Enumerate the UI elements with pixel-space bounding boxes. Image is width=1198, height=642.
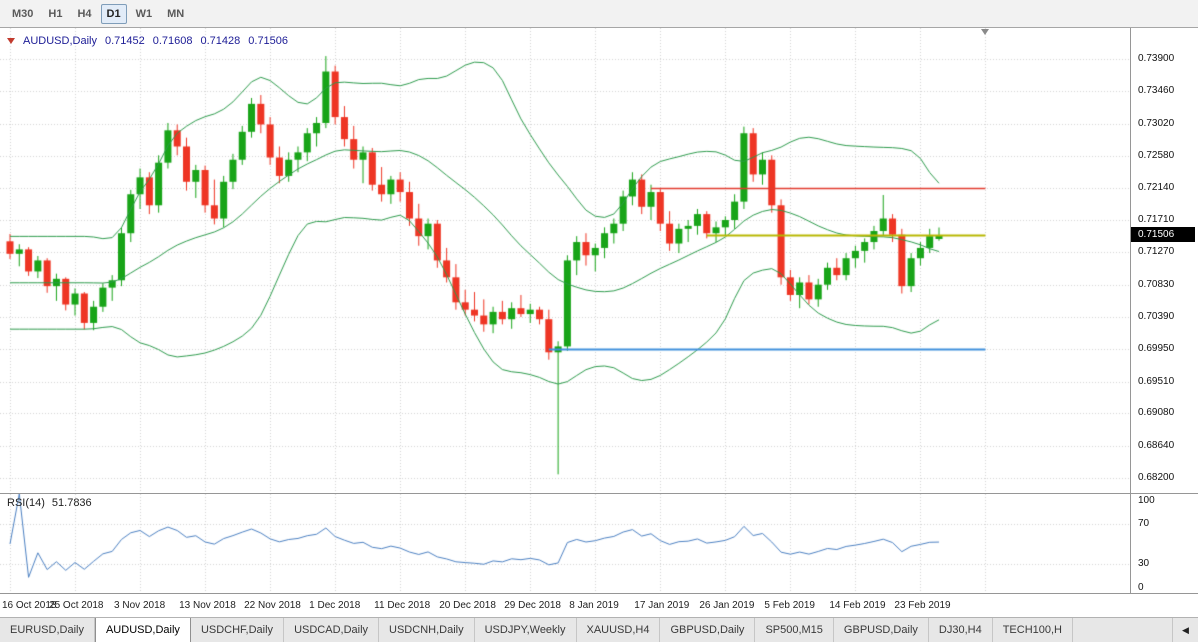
date-axis-label: 26 Jan 2019 — [699, 600, 755, 611]
rsi-chart-canvas[interactable] — [0, 494, 1130, 594]
current-price-tag: 0.71506 — [1131, 226, 1195, 242]
chart-tab-gbpusd-daily[interactable]: GBPUSD,Daily — [660, 618, 756, 642]
price-axis-label: 0.69510 — [1138, 375, 1175, 387]
date-axis-label: 3 Nov 2018 — [114, 600, 166, 611]
chart-tab-gbpusd-daily[interactable]: GBPUSD,Daily — [834, 618, 929, 642]
timeframe-button-w1[interactable]: W1 — [135, 7, 153, 20]
chart-title: AUDUSD,Daily 0.71452 0.71608 0.71428 0.7… — [7, 35, 288, 47]
price-axis-label: 0.69080 — [1138, 407, 1175, 419]
rsi-name: RSI(14) — [7, 497, 45, 509]
date-axis-label: 13 Nov 2018 — [179, 600, 236, 611]
chart-low-value: 0.71428 — [200, 35, 241, 47]
chart-tab-audusd-daily[interactable]: AUDUSD,Daily — [94, 618, 191, 642]
chart-tab-usdchf-daily[interactable]: USDCHF,Daily — [191, 618, 285, 642]
date-axis-label: 8 Jan 2019 — [569, 600, 619, 611]
chart-tab-tech100-h[interactable]: TECH100,H — [993, 618, 1073, 642]
timeframe-button-d1[interactable]: D1 — [100, 3, 127, 24]
rsi-panel: RSI(14) 51.7836 — [0, 493, 1130, 594]
rsi-value: 51.7836 — [51, 497, 92, 509]
price-axis-label: 0.70390 — [1138, 311, 1175, 323]
price-axis-label: 0.72140 — [1138, 182, 1175, 194]
tab-scroll-left-button[interactable]: ◀ — [1172, 618, 1198, 642]
rsi-axis-label: 100 — [1138, 495, 1155, 506]
date-axis-label: 5 Feb 2019 — [764, 600, 815, 611]
timeframe-button-h1[interactable]: H1 — [48, 7, 63, 20]
price-axis-label: 0.72580 — [1138, 150, 1175, 162]
chart-close-value: 0.71506 — [248, 35, 289, 47]
chart-tab-usdjpy-weekly[interactable]: USDJPY,Weekly — [475, 618, 577, 642]
price-axis-label: 0.70830 — [1138, 278, 1175, 290]
price-chart-canvas[interactable] — [0, 28, 1130, 493]
date-axis-label: 1 Dec 2018 — [309, 600, 361, 611]
date-axis-label: 17 Jan 2019 — [634, 600, 690, 611]
chart-tab-xauusd-h4[interactable]: XAUUSD,H4 — [577, 618, 661, 642]
price-axis-label: 0.71710 — [1138, 213, 1175, 225]
timeframe-button-mn[interactable]: MN — [167, 7, 185, 20]
rsi-indicator-label: RSI(14) 51.7836 — [7, 497, 92, 509]
date-axis-label: 25 Oct 2018 — [49, 600, 104, 611]
chart-marker-icon — [7, 38, 15, 44]
chart-tab-eurusd-daily[interactable]: EURUSD,Daily — [0, 618, 95, 642]
chart-tab-dj30-h4[interactable]: DJ30,H4 — [929, 618, 993, 642]
timeframe-button-m30[interactable]: M30 — [12, 7, 34, 20]
price-axis-label: 0.69950 — [1138, 343, 1175, 355]
chart-open-value: 0.71452 — [104, 35, 145, 47]
timeframe-toolbar: M30 H1 H4 D1 W1 MN — [0, 0, 1198, 28]
date-axis-label: 14 Feb 2019 — [829, 600, 886, 611]
price-axis-label: 0.73460 — [1138, 85, 1175, 97]
timeframe-button-group: M30 H1 H4 D1 W1 MN — [6, 3, 190, 24]
rsi-axis-label: 0 — [1138, 582, 1144, 593]
date-axis-label: 16 Oct 2018 — [2, 600, 57, 611]
timeframe-button-h4[interactable]: H4 — [77, 7, 92, 20]
chart-tab-usdcnh-daily[interactable]: USDCNH,Daily — [379, 618, 475, 642]
chart-shift-marker-icon[interactable] — [981, 29, 989, 35]
price-axis[interactable]: 0.73900 0.73460 0.73020 0.72580 0.72140 0.717… — [1130, 28, 1198, 493]
price-axis-label: 0.73900 — [1138, 53, 1175, 65]
date-axis-label: 20 Dec 2018 — [439, 600, 496, 611]
chart-tab-list: EURUSD,Daily AUDUSD,Daily USDCHF,Daily USDC… — [0, 618, 1073, 642]
main-chart: AUDUSD,Daily 0.71452 0.71608 0.71428 0.7… — [0, 28, 1130, 493]
chart-tab-sp500-m15[interactable]: SP500,M15 — [755, 618, 834, 642]
date-axis-label: 11 Dec 2018 — [374, 600, 431, 611]
chart-high-value: 0.71608 — [152, 35, 193, 47]
chart-tab-usdcad-daily[interactable]: USDCAD,Daily — [284, 618, 380, 642]
price-axis-label: 0.68200 — [1138, 472, 1175, 483]
chart-tab-bar: EURUSD,Daily AUDUSD,Daily USDCHF,Daily USDC… — [0, 617, 1198, 642]
rsi-axis-label: 30 — [1138, 558, 1150, 569]
rsi-axis-label: 70 — [1138, 518, 1150, 529]
date-axis-label: 29 Dec 2018 — [504, 600, 561, 611]
rsi-axis[interactable]: 100 70 30 0 — [1130, 493, 1198, 593]
date-axis-label: 23 Feb 2019 — [894, 600, 951, 611]
date-axis-label: 22 Nov 2018 — [244, 600, 301, 611]
price-axis-label: 0.68640 — [1138, 439, 1175, 451]
chart-symbol-label: AUDUSD,Daily — [23, 35, 97, 47]
price-axis-label: 0.73020 — [1138, 117, 1175, 129]
price-axis-label: 0.71270 — [1138, 246, 1175, 258]
date-axis[interactable]: 16 Oct 2018 25 Oct 2018 3 Nov 2018 13 Nov 2… — [0, 593, 1198, 617]
